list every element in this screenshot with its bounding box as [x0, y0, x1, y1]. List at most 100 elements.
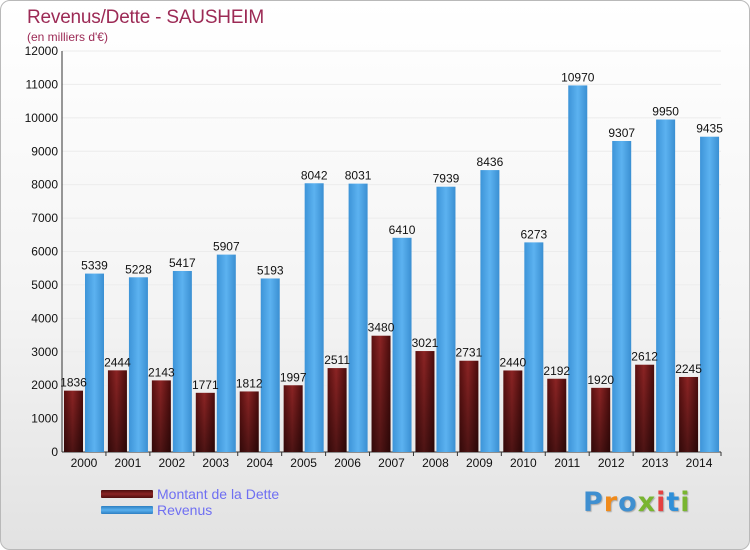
logo-letter: i — [656, 487, 667, 518]
data-label-dette: 1812 — [236, 376, 263, 390]
chart-subtitle: (en milliers d'€) — [27, 30, 108, 44]
bar-dette-shade — [547, 378, 567, 452]
x-tick-label: 2012 — [598, 456, 625, 470]
logo-letter: i — [680, 487, 691, 518]
y-tick-label: 8000 — [31, 178, 58, 192]
data-label-revenus: 5228 — [125, 262, 152, 276]
x-tick-label: 2014 — [686, 456, 713, 470]
data-label-revenus: 8031 — [345, 169, 372, 183]
bar-revenus — [172, 270, 192, 452]
bar-revenus — [436, 186, 456, 452]
bar-dette-shade — [679, 376, 699, 452]
data-label-dette: 2511 — [324, 353, 350, 367]
data-label-dette: 2143 — [148, 365, 175, 379]
data-label-revenus: 9950 — [652, 105, 679, 119]
data-label-revenus: 5193 — [257, 263, 284, 277]
legend-swatch-revenus — [101, 506, 153, 514]
y-tick-label: 7000 — [31, 211, 58, 225]
bar-dette-shade — [327, 368, 347, 452]
bar-revenus — [392, 237, 412, 452]
x-tick-label: 2002 — [158, 456, 185, 470]
data-label-revenus: 8042 — [301, 168, 328, 182]
x-tick-label: 2011 — [554, 456, 580, 470]
legend-label-revenus: Revenus — [157, 502, 213, 518]
y-tick-label: 4000 — [31, 311, 58, 325]
data-label-dette: 2731 — [456, 346, 483, 360]
bar-dette-shade — [591, 387, 611, 452]
data-label-dette: 2612 — [631, 350, 658, 364]
bar-dette-shade — [503, 370, 523, 452]
data-label-dette: 3480 — [368, 321, 395, 335]
y-tick-label: 2000 — [31, 378, 58, 392]
data-label-dette: 1771 — [192, 378, 219, 392]
y-tick-label: 0 — [51, 445, 58, 459]
bar-revenus — [128, 277, 148, 452]
data-label-revenus: 5339 — [81, 259, 108, 273]
y-tick-label: 12000 — [25, 44, 59, 58]
y-tick-label: 3000 — [31, 345, 58, 359]
bar-dette-shade — [371, 335, 391, 452]
data-label-dette: 2245 — [675, 362, 702, 376]
bar-revenus — [700, 136, 720, 452]
bar-dette-shade — [151, 380, 171, 452]
data-label-dette: 2440 — [499, 355, 526, 369]
y-tick-label: 11000 — [26, 77, 59, 91]
y-tick-label: 5000 — [31, 278, 58, 292]
data-label-dette: 1997 — [280, 370, 307, 384]
data-label-revenus: 5417 — [169, 256, 196, 270]
logo-letter: P — [583, 487, 604, 518]
y-tick-label: 6000 — [31, 245, 58, 259]
x-tick-label: 2013 — [642, 456, 669, 470]
x-tick-label: 2007 — [378, 456, 405, 470]
data-label-dette: 3021 — [412, 336, 439, 350]
data-label-dette: 1836 — [60, 376, 87, 390]
data-label-revenus: 7939 — [433, 172, 460, 186]
bar-dette-shade — [195, 392, 215, 452]
x-tick-label: 2003 — [202, 456, 229, 470]
bar-revenus — [85, 273, 104, 452]
data-label-dette: 2444 — [104, 355, 131, 369]
logo-letter: t — [666, 487, 681, 518]
bar-dette-shade — [64, 390, 83, 452]
x-tick-label: 2000 — [71, 456, 98, 470]
bar-revenus — [612, 140, 632, 452]
x-tick-label: 2009 — [466, 456, 493, 470]
y-tick-label: 1000 — [31, 412, 58, 426]
bar-revenus — [304, 183, 324, 452]
bar-revenus — [260, 278, 280, 452]
x-tick-label: 2008 — [422, 456, 449, 470]
data-label-revenus: 9307 — [608, 126, 635, 140]
bar-dette-shade — [415, 351, 435, 452]
x-tick-label: 2004 — [246, 456, 273, 470]
data-label-revenus: 5907 — [213, 240, 240, 254]
data-label-revenus: 9435 — [696, 122, 723, 136]
data-label-dette: 2192 — [543, 364, 570, 378]
data-label-revenus: 6410 — [389, 223, 416, 237]
bar-revenus — [568, 85, 588, 453]
y-tick-label: 9000 — [31, 144, 58, 158]
bar-revenus — [216, 254, 236, 452]
data-label-revenus: 8436 — [477, 155, 504, 169]
legend-label-dette: Montant de la Dette — [157, 486, 280, 502]
bar-revenus — [348, 183, 368, 453]
data-label-revenus: 10970 — [561, 70, 595, 84]
bar-dette-shade — [283, 385, 303, 452]
bar-dette-shade — [459, 360, 479, 452]
legend-swatch-dette — [101, 490, 153, 498]
x-tick-label: 2001 — [115, 456, 142, 470]
bar-revenus — [524, 242, 544, 452]
x-tick-label: 2006 — [334, 456, 361, 470]
proxiti-logo: Proxiti — [583, 487, 691, 518]
bar-dette-shade — [239, 391, 259, 452]
y-tick-label: 10000 — [25, 111, 59, 125]
bar-revenus — [480, 170, 500, 453]
data-label-revenus: 6273 — [520, 227, 547, 241]
logo-letter: x — [637, 487, 657, 518]
chart-title: Revenus/Dette - SAUSHEIM — [27, 7, 265, 28]
logo-letter: r — [603, 487, 619, 518]
data-label-dette: 1920 — [587, 373, 614, 387]
logo-letter: o — [618, 487, 638, 518]
bar-revenus — [656, 119, 676, 453]
x-tick-label: 2010 — [510, 456, 537, 470]
